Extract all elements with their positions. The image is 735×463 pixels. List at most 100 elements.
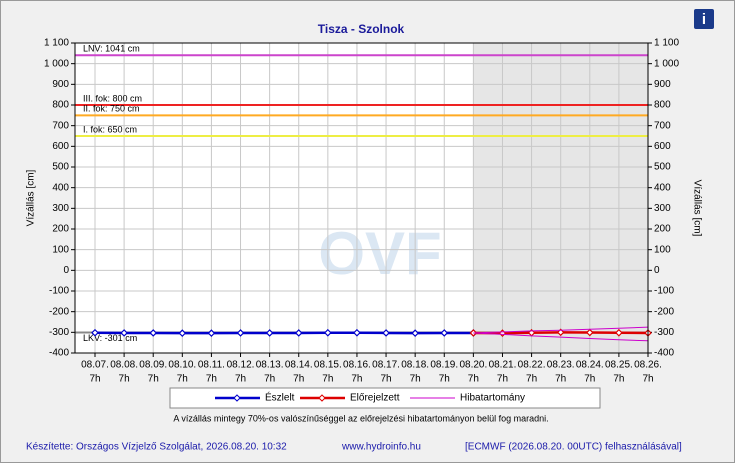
y2-tick-label: 200 [654,224,671,235]
series-line [473,326,649,334]
point-marker [207,329,216,338]
y-tick-label: -400 [49,348,69,359]
y2-tick-label: 900 [654,79,671,90]
x-tick-time: 7h [526,374,537,385]
x-tick-label: 08.07. [81,360,109,371]
y-tick-label: 1 100 [44,38,69,49]
x-tick-time: 7h [89,374,100,385]
threshold-label: LNV: 1041 cm [83,44,140,54]
y2-tick-label: 1 000 [654,58,679,69]
x-tick-label: 08.26. [634,360,662,371]
point-marker [556,328,565,337]
y-tick-label: 500 [52,162,69,173]
x-tick-label: 08.22. [518,360,546,371]
point-marker [469,329,478,337]
series-line [473,332,649,342]
point-marker [615,328,623,337]
point-marker [353,328,361,337]
x-tick-time: 7h [148,374,159,385]
x-tick-label: 08.17. [372,360,400,371]
legend-marker [233,394,241,402]
y-tick-label: 100 [52,244,69,255]
x-tick-time: 7h [293,374,304,385]
x-tick-time: 7h [380,374,391,385]
x-tick-label: 08.21. [489,360,517,371]
x-tick-label: 08.15. [314,360,342,371]
x-tick-time: 7h [235,374,246,385]
info-button[interactable] [694,9,714,29]
point-marker [323,328,332,337]
x-tick-label: 08.24. [576,360,604,371]
x-tick-label: 08.20. [459,360,487,371]
y-tick-label: 600 [52,141,69,152]
x-tick-label: 08.10. [168,360,196,371]
y2-tick-label: -300 [654,327,674,338]
legend-marker [318,394,326,402]
y2-tick-label: 1 100 [654,38,679,49]
x-tick-time: 7h [410,374,421,385]
footer-credit: Készítette: Országos Vízjelző Szolgálat,… [26,442,287,453]
note: A vízállás mintegy 70%-os valószínűségge… [173,413,548,423]
y-tick-label: 200 [52,224,69,235]
y2-tick-label: 600 [654,141,671,152]
point-marker [294,329,303,337]
y2-axis-label: Vízállás [cm] [691,180,702,237]
x-tick-time: 7h [584,374,595,385]
x-tick-time: 7h [613,374,624,385]
legend-label: Előrejelzett [350,393,400,404]
point-marker [120,329,128,337]
y2-tick-label: 0 [654,265,660,276]
x-tick-label: 08.16. [343,360,371,371]
x-tick-label: 08.23. [547,360,575,371]
y-tick-label: -200 [49,306,69,317]
x-tick-time: 7h [351,374,362,385]
info-icon[interactable]: i [702,11,706,28]
point-marker [265,329,274,337]
x-tick-time: 7h [468,374,479,385]
x-tick-time: 7h [264,374,275,385]
y2-tick-label: -200 [654,306,674,317]
plot-border [74,42,649,354]
x-tick-label: 08.12. [227,360,255,371]
point-marker [411,329,420,338]
x-tick-time: 7h [177,374,188,385]
y2-tick-label: 400 [654,182,671,193]
x-tick-label: 08.09. [139,360,167,371]
y-axis-label: Vízállás [cm] [26,169,37,226]
x-tick-time: 7h [497,374,508,385]
y-tick-label: 1 000 [44,58,69,69]
x-tick-label: 08.19. [430,360,458,371]
point-marker [236,329,245,337]
threshold-label: II. fok: 750 cm [83,104,140,114]
x-tick-time: 7h [555,374,566,385]
y-tick-label: 300 [52,203,69,214]
threshold-label: III. fok: 800 cm [83,93,142,103]
legend-label: Észlelt [265,391,295,404]
y-tick-label: -100 [49,286,69,297]
x-tick-label: 08.25. [605,360,633,371]
x-tick-time: 7h [642,374,653,385]
y2-tick-label: 100 [654,244,671,255]
x-tick-label: 08.14. [285,360,313,371]
y2-tick-label: 700 [654,120,671,131]
point-marker [91,328,99,337]
point-marker [440,329,449,337]
y-tick-label: -300 [49,327,69,338]
x-tick-label: 08.13. [256,360,284,371]
threshold-label: I. fok: 650 cm [83,124,137,134]
point-marker [382,329,390,337]
chart-title: Tisza - Szolnok [318,22,405,36]
x-tick-time: 7h [439,374,450,385]
y-tick-label: 800 [52,100,69,111]
x-tick-label: 08.11. [198,360,225,371]
y-tick-label: 900 [52,79,69,90]
x-tick-time: 7h [322,374,333,385]
legend-box [169,387,601,409]
x-tick-time: 7h [119,374,130,385]
point-marker [149,329,158,337]
x-tick-time: 7h [206,374,217,385]
y2-tick-label: 500 [654,162,671,173]
y-tick-label: 700 [52,120,69,131]
point-marker [585,328,594,337]
